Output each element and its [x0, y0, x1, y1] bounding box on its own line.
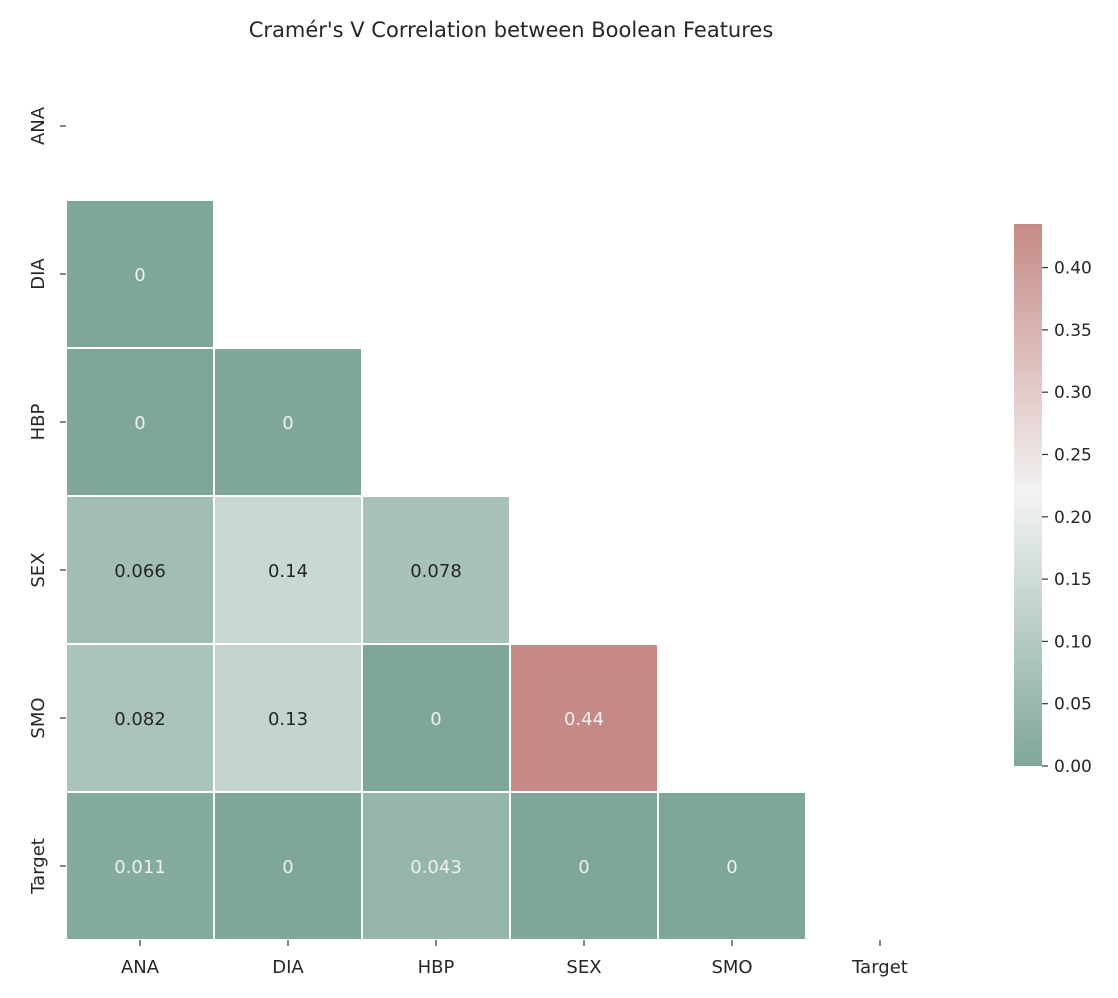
x-tick-label-ana: ANA — [121, 957, 160, 978]
heatmap-cell-smo-dia — [213, 643, 363, 793]
colorbar-tick-label: 0.25 — [1054, 446, 1092, 466]
x-tick-label-hbp: HBP — [418, 957, 455, 978]
heatmap-cell-sex-ana — [65, 495, 215, 645]
heatmap-cell-sex-hbp — [361, 495, 511, 645]
colorbar-tick-label: 0.15 — [1054, 570, 1092, 590]
y-tick-label-dia: DIA — [28, 258, 49, 290]
colorbar-tick-label: 0.00 — [1054, 757, 1092, 777]
heatmap-cell-dia-ana — [65, 199, 215, 349]
heatmap-cell-hbp-dia — [213, 347, 363, 497]
y-tick-label-smo: SMO — [28, 697, 49, 738]
heatmap-cell-target-hbp — [361, 791, 511, 941]
heatmap-cells: 0 0 0 0.066 0.14 0.078 0.082 0.13 0 0.44 0.011 0 0.0… — [65, 199, 807, 941]
cell-value-label: 0 — [430, 709, 441, 730]
y-tick-label-target: Target — [28, 838, 49, 895]
y-tick-label-sex: SEX — [28, 552, 49, 587]
cell-value-label: 0.066 — [114, 561, 166, 582]
x-axis: ANA DIA HBP SEX SMO Target — [121, 940, 908, 978]
y-tick-label-ana: ANA — [28, 106, 49, 145]
x-tick-label-sex: SEX — [566, 957, 601, 978]
cell-value-label: 0 — [282, 857, 293, 878]
cell-value-label: 0.011 — [114, 857, 166, 878]
cell-value-label: 0.078 — [410, 561, 462, 582]
cell-value-label: 0 — [134, 265, 145, 286]
cell-value-label: 0 — [726, 857, 737, 878]
cell-value-label: 0.043 — [410, 857, 462, 878]
colorbar-tick-label: 0.40 — [1054, 259, 1092, 279]
heatmap-cell-target-smo — [657, 791, 807, 941]
heatmap-cell-smo-sex — [509, 643, 659, 793]
cell-value-label: 0.14 — [268, 561, 308, 582]
cell-value-label: 0 — [282, 413, 293, 434]
heatmap-cell-sex-dia — [213, 495, 363, 645]
chart-title: Cramér's V Correlation between Boolean F… — [249, 18, 774, 42]
y-axis: ANA DIA HBP SEX SMO Target — [28, 106, 66, 895]
colorbar-tick-label: 0.05 — [1054, 695, 1092, 715]
cell-value-label: 0 — [134, 413, 145, 434]
heatmap-cell-hbp-ana — [65, 347, 215, 497]
colorbar: 0.00 0.05 0.10 0.15 0.20 0.25 0.30 0.35 0.40 — [1014, 224, 1092, 777]
colorbar-tick-label: 0.10 — [1054, 632, 1092, 652]
colorbar-gradient — [1014, 224, 1042, 766]
heatmap-cell-target-dia — [213, 791, 363, 941]
cell-value-label: 0.082 — [114, 709, 166, 730]
colorbar-tick-label: 0.35 — [1054, 321, 1092, 341]
heatmap-cell-target-sex — [509, 791, 659, 941]
cell-value-label: 0.44 — [564, 709, 604, 730]
colorbar-tick-label: 0.30 — [1054, 383, 1092, 403]
x-tick-label-dia: DIA — [272, 957, 304, 978]
y-tick-label-hbp: HBP — [28, 403, 49, 440]
colorbar-tick-label: 0.20 — [1054, 508, 1092, 528]
x-tick-label-target: Target — [851, 957, 908, 978]
cell-value-label: 0 — [578, 857, 589, 878]
x-tick-label-smo: SMO — [711, 957, 752, 978]
cell-value-label: 0.13 — [268, 709, 308, 730]
